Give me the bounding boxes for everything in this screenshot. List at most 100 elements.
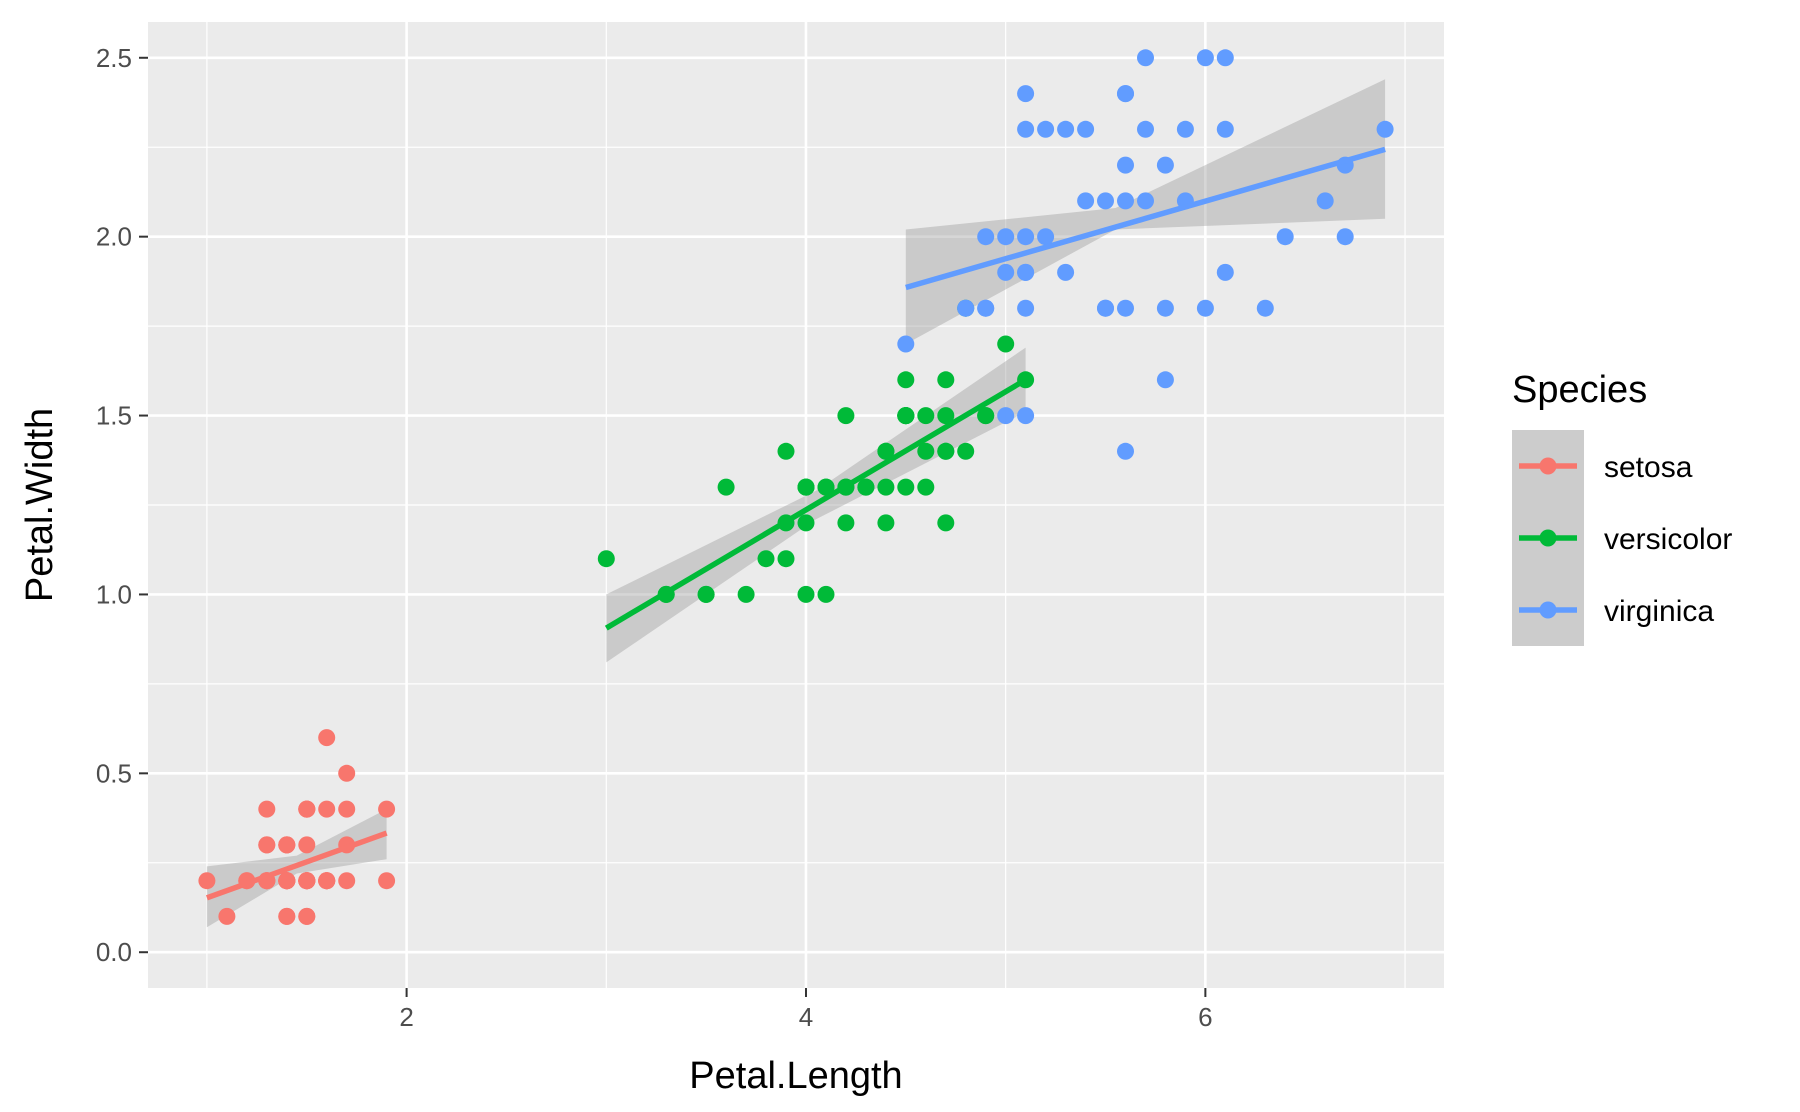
point-setosa [298, 907, 316, 925]
point-versicolor [937, 442, 955, 460]
point-versicolor [817, 478, 835, 496]
y-axis-title: Petal.Width [19, 408, 61, 602]
x-tick-label: 2 [399, 1002, 413, 1032]
point-versicolor [817, 585, 835, 603]
point-setosa [378, 872, 396, 890]
point-virginica [977, 299, 995, 317]
point-setosa [298, 872, 316, 890]
point-versicolor [697, 585, 715, 603]
point-virginica [1017, 85, 1035, 103]
point-virginica [1137, 49, 1154, 67]
point-virginica [1316, 192, 1334, 210]
y-tick-label: 0.0 [96, 937, 132, 967]
point-virginica [1216, 263, 1234, 281]
point-setosa [318, 800, 336, 818]
point-setosa [278, 836, 296, 854]
point-versicolor [777, 442, 795, 460]
point-setosa [258, 836, 276, 854]
point-virginica [1196, 49, 1214, 67]
legend-key-point-versicolor [1539, 529, 1557, 547]
point-virginica [1017, 407, 1035, 425]
point-setosa [318, 729, 336, 747]
grid-major [148, 22, 1444, 988]
point-virginica [1037, 228, 1055, 246]
point-setosa [278, 872, 296, 890]
fit-line-versicolor [604, 377, 1028, 631]
point-virginica [1117, 85, 1134, 103]
point-setosa [298, 800, 316, 818]
point-virginica [1077, 192, 1095, 210]
point-virginica [1196, 299, 1214, 317]
y-tick-label: 0.5 [96, 758, 132, 788]
point-virginica [1017, 263, 1035, 281]
point-versicolor [837, 514, 855, 532]
point-versicolor [717, 478, 735, 496]
point-setosa [218, 907, 236, 925]
y-tick-labels: 0.0 0.5 1.0 1.5 2.0 2.5 [96, 43, 132, 967]
point-versicolor [797, 478, 815, 496]
point-versicolor [877, 442, 895, 460]
point-setosa [278, 907, 296, 925]
point-versicolor [597, 550, 615, 568]
point-virginica [1117, 156, 1134, 174]
point-virginica [1216, 49, 1234, 67]
point-versicolor [917, 478, 935, 496]
point-versicolor [997, 335, 1015, 353]
point-virginica [1057, 120, 1075, 138]
point-virginica [1077, 120, 1095, 138]
legend-label-setosa: setosa [1604, 451, 1693, 484]
legend-items: setosa versicolor virginica [1519, 451, 1732, 628]
point-versicolor [897, 371, 915, 389]
legend-title: Species [1512, 369, 1647, 411]
point-versicolor [777, 550, 795, 568]
point-virginica [1017, 299, 1035, 317]
point-virginica [1057, 263, 1075, 281]
point-virginica [1376, 120, 1394, 138]
grid-minor [148, 22, 1444, 988]
point-versicolor [877, 514, 895, 532]
point-versicolor [797, 585, 815, 603]
point-versicolor [937, 371, 955, 389]
point-virginica [1276, 228, 1294, 246]
point-virginica [1037, 120, 1055, 138]
point-versicolor [957, 442, 975, 460]
legend: Species setosa versicolor virginica [1512, 369, 1732, 646]
legend-key-point-setosa [1539, 457, 1557, 475]
legend-label-virginica: virginica [1604, 595, 1714, 628]
y-tick-label: 1.5 [96, 401, 132, 431]
fit-lines [205, 146, 1386, 901]
point-setosa [258, 800, 276, 818]
point-virginica [1117, 442, 1134, 460]
point-versicolor [797, 514, 815, 532]
point-virginica [1017, 228, 1035, 246]
point-versicolor [837, 407, 855, 425]
point-virginica [957, 299, 975, 317]
point-virginica [1156, 299, 1174, 317]
point-virginica [1117, 299, 1134, 317]
fit-line-setosa [205, 830, 388, 901]
point-virginica [1176, 120, 1194, 138]
point-virginica [1256, 299, 1274, 317]
point-setosa [338, 800, 356, 818]
point-versicolor [737, 585, 755, 603]
fit-line-virginica [905, 146, 1386, 291]
point-versicolor [917, 442, 935, 460]
x-tick-label: 6 [1198, 1002, 1212, 1032]
point-virginica [997, 407, 1015, 425]
point-virginica [977, 228, 995, 246]
point-setosa [338, 872, 356, 890]
point-versicolor [877, 478, 895, 496]
point-virginica [1156, 371, 1174, 389]
x-tick-label: 4 [799, 1002, 813, 1032]
point-versicolor [977, 407, 995, 425]
point-versicolor [757, 550, 775, 568]
point-setosa [338, 764, 356, 782]
legend-key-point-virginica [1539, 601, 1557, 619]
point-virginica [1097, 192, 1114, 210]
point-versicolor [897, 407, 915, 425]
point-versicolor [857, 478, 875, 496]
point-virginica [1137, 120, 1154, 138]
point-versicolor [917, 407, 935, 425]
x-axis-title: Petal.Length [689, 1055, 902, 1097]
